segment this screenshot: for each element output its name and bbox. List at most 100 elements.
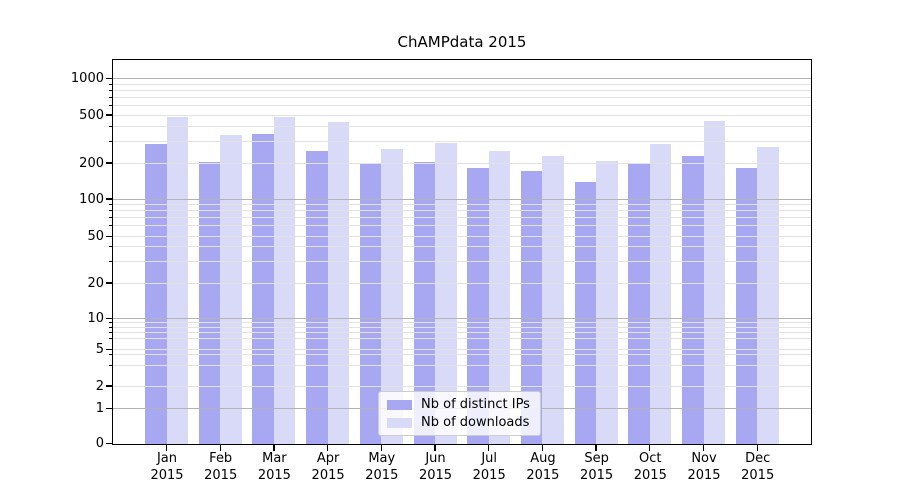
bar-distinct-ips-dec: [735, 168, 758, 444]
bar-downloads-feb: [220, 135, 242, 444]
y-tick-500: [105, 114, 113, 116]
y-tick-label-100: 100: [79, 191, 104, 207]
y-tick-1: [105, 407, 113, 410]
y-tick-minor-60: [108, 225, 113, 226]
gridline-y-minor-8: [112, 326, 811, 328]
bar-downloads-may: [381, 149, 403, 444]
y-tick-minor-30: [108, 260, 113, 262]
x-tick-nov: [702, 443, 705, 451]
y-tick-20: [105, 282, 113, 284]
x-tick-label-jul: Jul 2015: [461, 450, 517, 484]
y-tick-minor-90: [108, 203, 113, 205]
y-tick-minor-8: [108, 326, 113, 328]
x-tick-aug: [541, 443, 544, 451]
legend-label-distinct-ips: Nb of distinct IPs: [421, 397, 530, 412]
bar-downloads-sep: [596, 161, 618, 444]
bar-distinct-ips-aug: [520, 171, 543, 444]
y-tick-label-200: 200: [79, 155, 104, 171]
gridline-y-minor-30: [112, 260, 811, 262]
y-tick-minor-900: [108, 83, 113, 85]
x-tick-label-year: 2015: [365, 468, 399, 483]
gridline-y-500: [112, 114, 811, 116]
x-tick-label-jan: Jan 2015: [139, 450, 195, 484]
x-tick-label-year: 2015: [741, 468, 775, 483]
gridline-y-20: [112, 282, 811, 284]
y-tick-label-1000: 1000: [70, 71, 104, 86]
gridline-y-1000: [112, 78, 811, 79]
y-tick-2: [105, 385, 113, 387]
gridline-y-minor-300: [112, 141, 811, 142]
y-tick-200: [105, 162, 113, 164]
legend-label-downloads: Nb of downloads: [421, 415, 530, 430]
bar-distinct-ips-jan: [145, 144, 167, 444]
y-tick-minor-9: [108, 322, 113, 324]
x-tick-label-year: 2015: [472, 468, 506, 483]
plot-area: [105, 58, 812, 451]
gridline-y-minor-90: [112, 203, 811, 205]
y-tick-minor-80: [108, 210, 113, 212]
y-tick-50: [105, 235, 113, 238]
bar-downloads-jul: [488, 151, 511, 444]
x-tick-dec: [756, 443, 758, 451]
x-tick-label-month: Jan: [156, 451, 178, 466]
y-tick-minor-40: [108, 246, 113, 248]
y-tick-label-500: 500: [79, 107, 104, 123]
x-tick-label-month: Nov: [691, 451, 717, 466]
bar-distinct-ips-may: [359, 162, 382, 444]
gridline-y-minor-700: [112, 96, 811, 98]
x-tick-jun: [434, 443, 436, 451]
y-tick-label-1: 1: [95, 401, 104, 416]
y-tick-minor-7: [108, 331, 113, 333]
gridline-y-10: [112, 318, 811, 319]
y-tick-label-0: 0: [95, 436, 104, 451]
y-tick-minor-800: [108, 89, 113, 91]
y-tick-label-20: 20: [87, 275, 104, 291]
y-tick-minor-700: [108, 96, 113, 98]
x-tick-label-month: Mar: [262, 451, 287, 466]
gridline-y-minor-60: [112, 225, 811, 226]
y-axis-labels: 0 1 2 5 10 20 50 100 200 500 1000: [0, 0, 104, 500]
x-tick-label-year: 2015: [633, 468, 667, 483]
x-tick-label-month: Aug: [530, 451, 556, 466]
bar-distinct-ips-sep: [574, 182, 597, 444]
bar-distinct-ips-apr: [306, 150, 328, 444]
x-tick-label-year: 2015: [257, 468, 291, 483]
y-tick-minor-4: [108, 353, 113, 355]
bar-downloads-jan: [166, 117, 188, 444]
y-tick-minor-300: [108, 141, 113, 142]
x-tick-label-sep: Sep 2015: [569, 450, 625, 484]
gridline-y-2: [112, 385, 811, 387]
gridline-y-minor-6: [112, 337, 811, 339]
legend-item-downloads: Nb of downloads: [387, 415, 530, 430]
x-tick-label-oct: Oct 2015: [622, 450, 678, 484]
gridline-y-minor-9: [112, 322, 811, 324]
x-tick-label-year: 2015: [526, 468, 560, 483]
bar-distinct-ips-mar: [252, 134, 274, 444]
x-tick-jan: [165, 443, 168, 451]
y-tick-10: [105, 317, 113, 320]
bar-distinct-ips-oct: [628, 163, 650, 444]
gridline-y-minor-4: [112, 353, 811, 355]
x-tick-apr: [326, 443, 329, 451]
x-tick-label-apr: Apr 2015: [300, 450, 356, 484]
gridline-y-minor-600: [112, 104, 811, 106]
x-tick-label-month: Sep: [584, 451, 609, 466]
y-tick-label-10: 10: [87, 311, 104, 326]
bar-downloads-aug: [542, 156, 564, 444]
y-tick-5: [105, 348, 113, 351]
x-tick-label-nov: Nov 2015: [676, 450, 732, 484]
legend: Nb of distinct IPs Nb of downloads: [378, 391, 541, 436]
x-tick-label-year: 2015: [418, 468, 453, 483]
y-tick-label-5: 5: [95, 342, 104, 357]
gridline-y-minor-800: [112, 89, 811, 91]
bar-distinct-ips-nov: [682, 156, 704, 444]
x-tick-label-month: May: [368, 451, 396, 466]
y-tick-1000: [105, 77, 113, 80]
y-tick-label-2: 2: [95, 378, 104, 394]
x-tick-label-month: Apr: [316, 451, 340, 466]
gridline-y-minor-70: [112, 217, 811, 218]
x-tick-label-month: Oct: [639, 451, 662, 466]
x-tick-label-mar: Mar 2015: [246, 450, 302, 484]
x-tick-feb: [219, 443, 221, 451]
